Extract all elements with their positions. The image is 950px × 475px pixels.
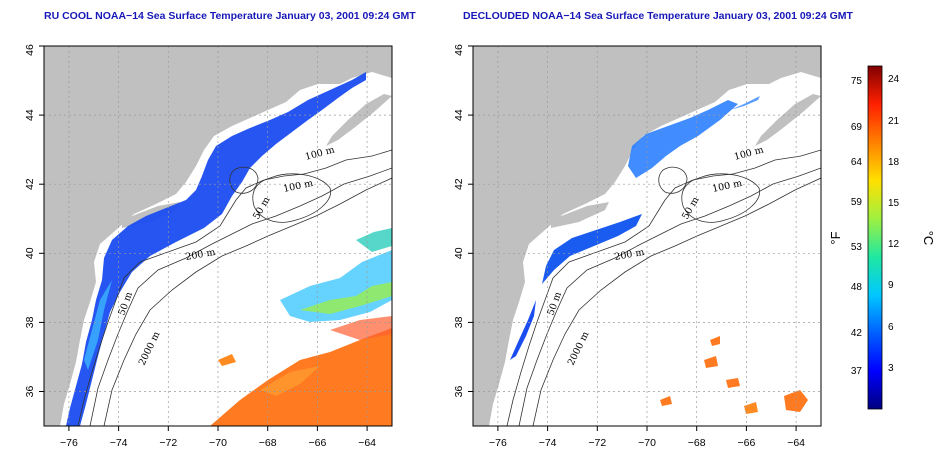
lon-tick-label: −72 [159, 437, 177, 449]
fahrenheit-tick-label: 48 [851, 282, 863, 293]
celsius-unit-label: °C [921, 231, 936, 246]
lon-tick-label: −70 [638, 437, 656, 449]
bathymetry-contours [506, 149, 821, 426]
graticule-left [44, 46, 392, 426]
lat-tick-marks-left [39, 45, 44, 392]
lat-tick-label: 38 [453, 316, 465, 328]
lat-tick-label: 38 [24, 316, 36, 328]
temperature-colorbar: 75 69 64 59 53 48 42 37 24 21 18 15 12 9… [828, 65, 936, 410]
celsius-tick-label: 3 [888, 363, 894, 374]
bathymetry-contours [77, 149, 392, 426]
lon-tick-marks-right [497, 426, 797, 431]
lon-tick-labels-right: −76 −74 −72 −70 −68 −66 −64 [489, 437, 805, 449]
island-long-island [551, 202, 609, 228]
sst-swath-warm-edge [84, 280, 112, 370]
land-mass [473, 46, 821, 426]
fahrenheit-tick-label: 75 [851, 76, 863, 87]
lon-tick-label: −66 [308, 437, 326, 449]
lat-tick-label: 42 [24, 178, 36, 190]
lon-tick-label: −74 [110, 437, 128, 449]
fahrenheit-tick-label: 53 [851, 242, 863, 253]
sst-noise-patches [210, 228, 392, 426]
fahrenheit-tick-label: 69 [851, 122, 863, 133]
lon-tick-marks-left [68, 426, 368, 431]
lat-tick-label: 42 [453, 178, 465, 190]
sst-declouded-patches [510, 96, 808, 414]
celsius-tick-label: 6 [888, 322, 894, 333]
lon-tick-label: −66 [737, 437, 755, 449]
contour-label-200m: 200 m [185, 247, 217, 263]
lon-tick-label: −68 [688, 437, 706, 449]
colorbar-gradient [867, 65, 883, 410]
lon-tick-label: −74 [539, 437, 557, 449]
sst-swath-coastal [66, 72, 366, 426]
celsius-tick-label: 12 [888, 239, 900, 250]
land-mass [44, 46, 392, 426]
panel-title-left: RU COOL NOAA−14 Sea Surface Temperature … [44, 10, 416, 22]
fahrenheit-tick-label: 64 [851, 157, 863, 168]
celsius-tick-label: 18 [888, 157, 900, 168]
lon-tick-label: −64 [358, 437, 376, 449]
lat-tick-label: 40 [453, 247, 465, 259]
celsius-tick-label: 21 [888, 116, 900, 127]
land-nova-scotia [755, 94, 821, 146]
celsius-tick-label: 24 [888, 74, 900, 85]
fahrenheit-tick-label: 42 [851, 328, 863, 339]
land-nova-scotia [326, 94, 392, 146]
lat-tick-label: 44 [453, 109, 465, 121]
lat-tick-labels-right: 36 38 40 42 44 46 [453, 44, 465, 397]
lat-tick-marks-right [468, 45, 473, 392]
fahrenheit-tick-label: 59 [851, 197, 863, 208]
fahrenheit-unit-label: °F [828, 231, 843, 244]
celsius-tick-label: 9 [888, 280, 894, 291]
lat-tick-label: 36 [453, 386, 465, 398]
colorbar-fahrenheit-ticks: 75 69 64 59 53 48 42 37 [851, 76, 863, 377]
map-panel-left: 100 m 100 m 50 m 200 m 50 m 2000 m −76 −… [24, 44, 393, 449]
lon-tick-label: −76 [60, 437, 78, 449]
lat-tick-label: 36 [24, 386, 36, 398]
colorbar-celsius-ticks: 24 21 18 15 12 9 6 3 [888, 74, 900, 374]
lat-tick-labels-left: 36 38 40 42 44 46 [24, 44, 36, 397]
lon-tick-label: −70 [209, 437, 227, 449]
lat-tick-label: 44 [24, 109, 36, 121]
lat-tick-label: 46 [24, 44, 36, 56]
lon-tick-label: −68 [259, 437, 277, 449]
contour-label-200m: 200 m [614, 247, 646, 263]
lon-tick-label: −72 [588, 437, 606, 449]
graticule-right [473, 46, 821, 426]
lat-tick-label: 40 [24, 247, 36, 259]
lon-tick-label: −64 [787, 437, 805, 449]
celsius-tick-label: 15 [888, 198, 900, 209]
map-panel-right: 100 m 100 m 50 m 200 m 50 m 2000 m −76 −… [453, 44, 822, 449]
fahrenheit-tick-label: 37 [851, 366, 863, 377]
lat-tick-label: 46 [453, 44, 465, 56]
lon-tick-label: −76 [489, 437, 507, 449]
lon-tick-labels-left: −76 −74 −72 −70 −68 −66 −64 [60, 437, 376, 449]
panel-title-right: DECLOUDED NOAA−14 Sea Surface Temperatur… [463, 10, 853, 22]
